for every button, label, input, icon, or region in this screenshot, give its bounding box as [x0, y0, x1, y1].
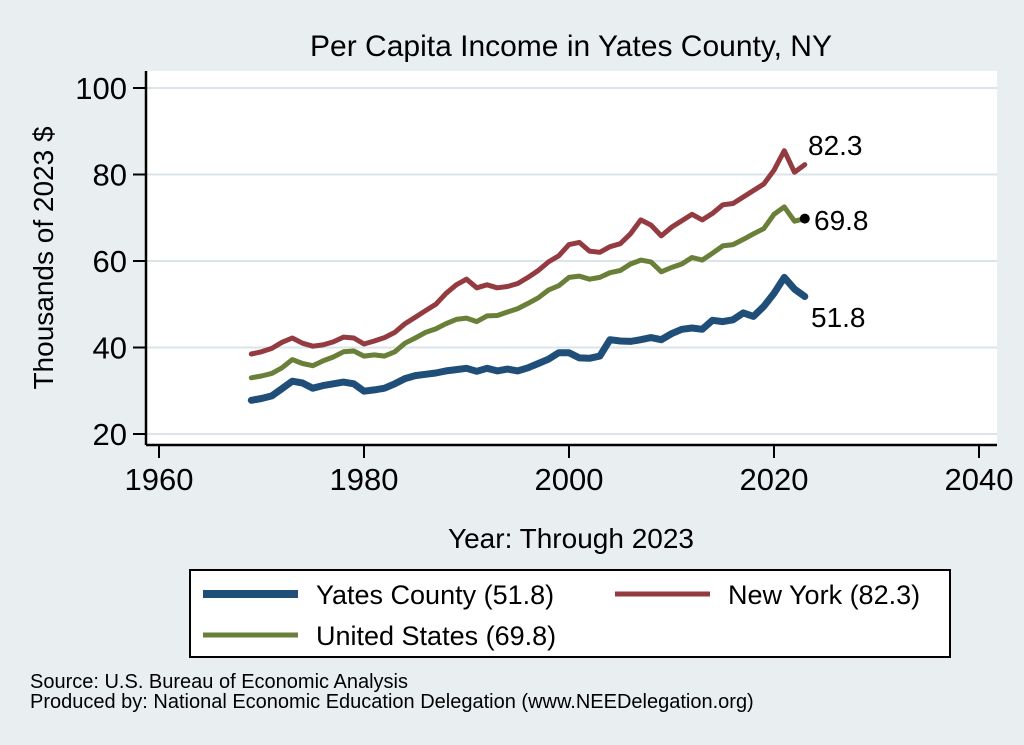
- legend-label-united-states: United States (69.8): [316, 621, 556, 651]
- end-label-yates-county: 51.8: [811, 302, 866, 333]
- gridlines: [146, 87, 997, 435]
- y-tick-100: 100: [75, 71, 127, 106]
- plot-area: [146, 71, 997, 445]
- x-tick-1960: 1960: [125, 462, 194, 497]
- line-new_york: [248, 148, 808, 357]
- x-tick-1980: 1980: [330, 462, 399, 497]
- source-note: Source: U.S. Bureau of Economic Analysis: [30, 671, 408, 693]
- series-lines: [247, 148, 810, 404]
- line-united_states: [248, 204, 808, 381]
- legend-label-yates-county: Yates County (51.8): [316, 580, 554, 610]
- x-tick-2000: 2000: [535, 462, 604, 497]
- legend-box: [189, 569, 951, 658]
- y-tick-40: 40: [93, 331, 127, 366]
- y-tick-60: 60: [93, 244, 127, 279]
- united-states-end-dot: [799, 213, 810, 224]
- y-axis-title: Thousands of 2023 $: [28, 126, 59, 390]
- legend-label-new-york: New York (82.3): [728, 580, 920, 610]
- end-label-united-states: 69.8: [814, 205, 869, 236]
- y-tick-marks: [133, 87, 146, 435]
- x-tick-2020: 2020: [740, 462, 809, 497]
- y-axis-tick-labels: 20 40 60 80 100: [75, 71, 127, 452]
- y-tick-20: 20: [93, 417, 127, 452]
- end-label-new-york: 82.3: [808, 130, 863, 161]
- y-tick-80: 80: [93, 158, 127, 193]
- x-axis-tick-labels: 1960 1980 2000 2020 2040: [125, 462, 1014, 497]
- x-tick-2040: 2040: [945, 462, 1014, 497]
- x-tick-marks: [158, 445, 980, 458]
- chart-title: Per Capita Income in Yates County, NY: [310, 30, 832, 63]
- x-axis-title: Year: Through 2023: [448, 523, 694, 554]
- line-yates_county: [247, 273, 809, 404]
- legend: Yates County (51.8) New York (82.3) Unit…: [189, 569, 951, 658]
- produced-by-note: Produced by: National Economic Education…: [30, 691, 754, 713]
